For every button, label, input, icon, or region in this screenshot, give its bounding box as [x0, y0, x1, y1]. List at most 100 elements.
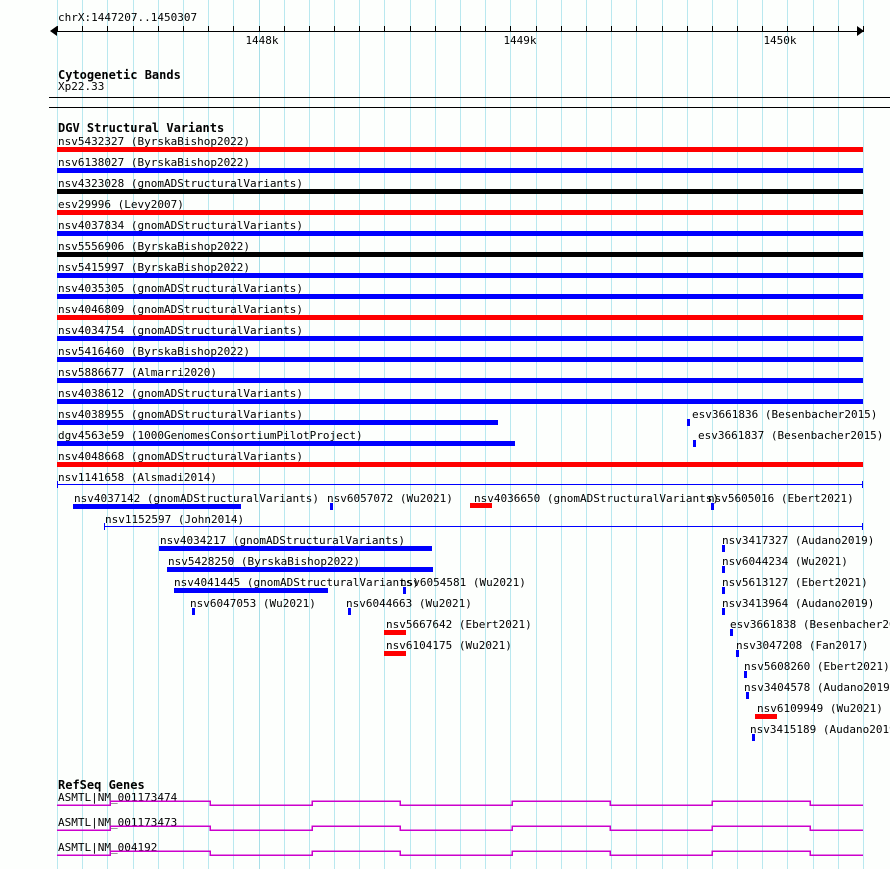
variant-bar[interactable]	[57, 441, 515, 446]
variant-bar[interactable]	[174, 588, 328, 593]
ruler-tick	[384, 26, 385, 32]
variant-bar[interactable]	[57, 420, 498, 425]
ruler-tick	[687, 26, 688, 32]
variant-bar[interactable]	[57, 484, 863, 485]
arrow-right-icon[interactable]	[857, 26, 864, 36]
variant-bar[interactable]	[752, 734, 755, 741]
gene-model[interactable]	[0, 823, 890, 837]
variant-bar[interactable]	[57, 231, 863, 236]
variant-bar[interactable]	[348, 608, 351, 615]
variant-bar[interactable]	[104, 526, 863, 527]
variant-bar[interactable]	[711, 503, 714, 510]
variant-bar[interactable]	[57, 357, 863, 362]
variant-bar[interactable]	[73, 504, 241, 509]
variant-bar[interactable]	[693, 440, 696, 447]
variant-bar[interactable]	[746, 692, 749, 699]
variant-label[interactable]: nsv5428250 (ByrskaBishop2022)	[168, 555, 361, 568]
coordinate-ruler[interactable]: chrX:1447207..1450307 1448k 1449k 1450k	[0, 0, 890, 62]
variant-label[interactable]: esv29996 (Levy2007)	[58, 198, 184, 211]
variant-label[interactable]: esv3661837 (Besenbacher2015)	[698, 429, 884, 442]
variant-bar[interactable]	[470, 503, 492, 508]
variant-bar[interactable]	[159, 546, 432, 551]
variant-label[interactable]: nsv4037142 (gnomADStructuralVariants)	[74, 492, 320, 505]
locus-label: chrX:1447207..1450307	[58, 11, 198, 24]
variant-label[interactable]: esv3661836 (Besenbacher2015)	[692, 408, 878, 421]
variant-label[interactable]: esv3661838 (Besenbacher2015)	[730, 618, 890, 631]
variant-bar[interactable]	[57, 168, 863, 173]
variant-bar[interactable]	[57, 378, 863, 383]
variant-bar[interactable]	[755, 714, 777, 719]
variant-label[interactable]: nsv6044663 (Wu2021)	[346, 597, 472, 610]
ruler-tick	[233, 26, 234, 32]
variant-bar[interactable]	[192, 608, 195, 615]
variant-end-cap	[862, 523, 863, 530]
ruler-tick	[107, 26, 108, 32]
variant-bar[interactable]	[722, 587, 725, 594]
variant-bar[interactable]	[384, 651, 406, 656]
variant-bar[interactable]	[57, 252, 863, 257]
variant-label[interactable]: nsv1152597 (John2014)	[105, 513, 245, 526]
variant-label[interactable]: nsv5613127 (Ebert2021)	[722, 576, 868, 589]
ruler-tick	[259, 26, 260, 32]
variant-label[interactable]: nsv3413964 (Audano2019)	[722, 597, 875, 610]
ruler-tick	[787, 26, 788, 32]
variant-label[interactable]: nsv4041445 (gnomADStructuralVariants)	[174, 576, 420, 589]
variant-label[interactable]: nsv5608260 (Ebert2021)	[744, 660, 890, 673]
variant-bar[interactable]	[722, 608, 725, 615]
variant-label[interactable]: nsv6109949 (Wu2021)	[757, 702, 883, 715]
variant-bar[interactable]	[57, 273, 863, 278]
ruler-tick	[662, 26, 663, 32]
variant-label[interactable]: nsv3047208 (Fan2017)	[736, 639, 869, 652]
variant-bar[interactable]	[57, 399, 863, 404]
ruler-tick	[359, 26, 360, 32]
variant-bar[interactable]	[57, 315, 863, 320]
ruler-tick	[510, 26, 511, 32]
variant-label[interactable]: nsv4034217 (gnomADStructuralVariants)	[160, 534, 406, 547]
variant-bar[interactable]	[722, 566, 725, 573]
ruler-tick	[586, 26, 587, 32]
variant-bar[interactable]	[736, 650, 739, 657]
variant-bar[interactable]	[167, 567, 433, 572]
variant-label[interactable]: nsv3417327 (Audano2019)	[722, 534, 875, 547]
ruler-tick	[284, 26, 285, 32]
gene-model[interactable]	[0, 798, 890, 812]
dgv-section-title: DGV Structural Variants	[58, 121, 225, 135]
variant-bar[interactable]	[744, 671, 747, 678]
variant-label[interactable]: nsv3404578 (Audano2019)	[744, 681, 890, 694]
variant-bar[interactable]	[384, 630, 406, 635]
ruler-tick	[737, 26, 738, 32]
variant-bar[interactable]	[403, 587, 406, 594]
variant-label[interactable]: nsv6054581 (Wu2021)	[400, 576, 526, 589]
variant-bar[interactable]	[57, 189, 863, 194]
variant-label[interactable]: nsv6057072 (Wu2021)	[327, 492, 453, 505]
ruler-tick	[838, 26, 839, 32]
variant-label[interactable]: nsv6044234 (Wu2021)	[722, 555, 848, 568]
ruler-tick	[133, 26, 134, 32]
variant-bar[interactable]	[57, 147, 863, 152]
variant-label[interactable]: nsv5667642 (Ebert2021)	[386, 618, 532, 631]
variant-bar[interactable]	[57, 336, 863, 341]
arrow-left-icon[interactable]	[50, 26, 57, 36]
variant-label[interactable]: nsv4036650 (gnomADStructuralVariants)	[474, 492, 720, 505]
variant-bar[interactable]	[330, 503, 333, 510]
variant-label[interactable]: nsv1141658 (Alsmadi2014)	[58, 471, 217, 484]
variant-label[interactable]: nsv6047053 (Wu2021)	[190, 597, 316, 610]
ruler-tick	[863, 26, 864, 32]
variant-end-cap	[862, 481, 863, 488]
variant-label[interactable]: nsv3415189 (Audano2019)	[750, 723, 890, 736]
variant-bar[interactable]	[687, 419, 690, 426]
variant-bar[interactable]	[730, 629, 733, 636]
gene-model[interactable]	[0, 848, 890, 862]
variant-bar[interactable]	[57, 294, 863, 299]
variant-bar[interactable]	[57, 462, 863, 467]
ruler-tick	[208, 26, 209, 32]
section-separator	[49, 97, 890, 98]
ruler-tick	[611, 26, 612, 32]
variant-bar[interactable]	[722, 545, 725, 552]
ruler-tick	[762, 26, 763, 32]
refseq-section-title: RefSeq Genes	[58, 778, 145, 792]
cytoband-label: Xp22.33	[58, 80, 105, 93]
variant-bar[interactable]	[57, 210, 863, 215]
variant-label[interactable]: nsv5605016 (Ebert2021)	[708, 492, 854, 505]
